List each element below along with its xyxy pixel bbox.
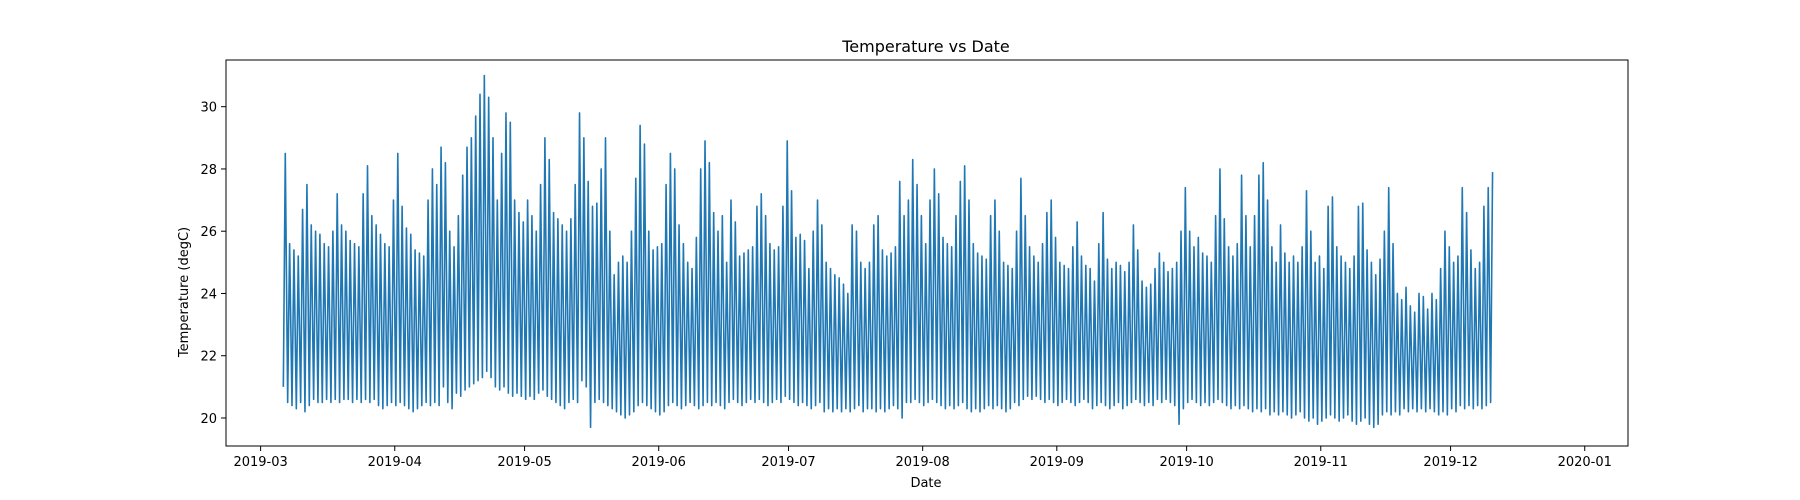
y-axis-label: Temperature (degC) <box>177 227 192 358</box>
series-line <box>282 74 1494 429</box>
y-tick-label: 20 <box>200 412 217 427</box>
x-tick-label: 2019-07 <box>761 455 815 470</box>
plot-area <box>282 74 1494 429</box>
chart-title: Temperature vs Date <box>841 37 1010 56</box>
x-tick-label: 2019-09 <box>1030 455 1084 470</box>
x-tick-label: 2019-05 <box>497 455 551 470</box>
x-tick-label: 2019-11 <box>1294 455 1348 470</box>
x-tick-label: 2019-12 <box>1423 455 1477 470</box>
plot-frame <box>225 59 1629 447</box>
x-tick-label: 2019-08 <box>896 455 950 470</box>
y-tick-label: 30 <box>200 101 217 116</box>
y-tick-label: 28 <box>200 163 217 178</box>
x-axis-label: Date <box>910 476 941 491</box>
y-tick-label: 22 <box>200 350 217 365</box>
y-tick-label: 26 <box>200 225 217 240</box>
x-tick-label: 2019-04 <box>368 455 422 470</box>
x-axis-ticks: 2019-03 2019-04 2019-05 2019-06 2019-07 2019-… <box>233 446 1612 470</box>
x-tick-label: 2020-01 <box>1558 455 1612 470</box>
y-tick-label: 24 <box>200 287 217 302</box>
x-tick-label: 2019-03 <box>233 455 287 470</box>
x-tick-label: 2019-10 <box>1159 455 1213 470</box>
y-axis-ticks: 20 22 24 26 28 30 <box>200 101 226 427</box>
x-tick-label: 2019-06 <box>632 455 686 470</box>
